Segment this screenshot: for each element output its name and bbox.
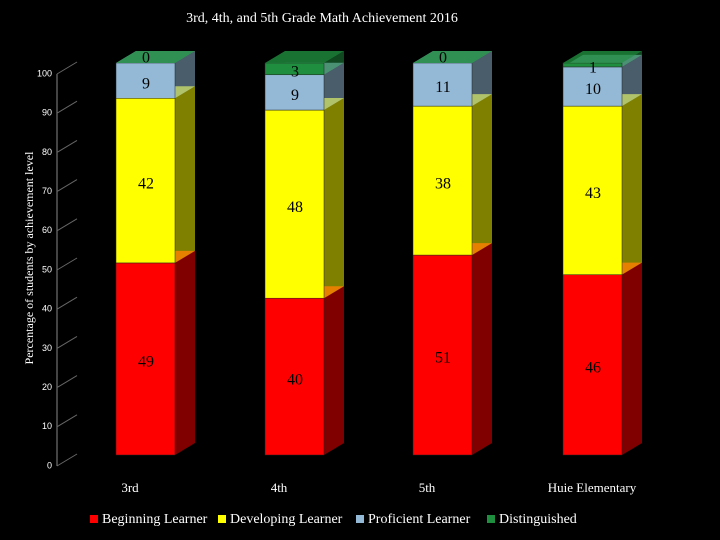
x-tick-label: 4th: [271, 480, 288, 495]
data-label: 40: [287, 371, 303, 388]
bar-top: [413, 51, 492, 63]
chart-title: 3rd, 4th, and 5th Grade Math Achievement…: [186, 11, 458, 26]
bar: [115, 262, 176, 456]
legend-label: Beginning Learner: [102, 512, 208, 527]
bar: [264, 109, 325, 299]
data-label: 46: [585, 360, 601, 377]
tick-mark: [56, 375, 78, 389]
bar-side: [472, 243, 492, 455]
bar-side: [324, 98, 344, 299]
y-tick-label: 60: [42, 225, 52, 235]
y-tick-label: 50: [42, 264, 52, 274]
legend-label: Distinguished: [499, 512, 577, 527]
tick-mark: [56, 453, 78, 467]
bar: [562, 274, 623, 456]
legend-label: Proficient Learner: [368, 512, 471, 527]
bar-side: [324, 286, 344, 455]
data-label: 48: [287, 199, 303, 216]
x-tick-label: 5th: [419, 480, 436, 495]
y-tick-label: 10: [42, 421, 52, 431]
bar: [562, 105, 623, 275]
bar: [264, 297, 325, 456]
x-tick-label: Huie Elementary: [548, 480, 637, 495]
tick-mark: [56, 218, 78, 232]
tick-mark: [56, 139, 78, 153]
bar-side: [175, 86, 195, 263]
tick-mark: [56, 296, 78, 310]
data-label: 11: [435, 79, 450, 96]
bar: [412, 254, 473, 456]
data-label: 42: [138, 175, 154, 192]
bar-top: [116, 51, 195, 63]
y-tick-label: 80: [42, 147, 52, 157]
bar-side: [472, 94, 492, 256]
tick-mark: [56, 414, 78, 428]
data-label: 10: [585, 81, 601, 98]
bar-side: [324, 51, 344, 75]
x-tick-label: 3rd: [121, 480, 139, 495]
tick-mark: [56, 179, 78, 193]
data-label: 9: [142, 75, 150, 92]
bar-side: [622, 54, 642, 107]
y-axis-label: Percentage of students by achievement le…: [22, 151, 36, 365]
bar-side: [472, 51, 492, 107]
y-tick-label: 90: [42, 108, 52, 118]
bar-side: [622, 51, 642, 67]
y-tick-label: 30: [42, 343, 52, 353]
bar: [562, 66, 623, 107]
data-label: 51: [435, 350, 451, 367]
y-tick-label: 100: [37, 68, 52, 78]
tick-mark: [56, 335, 78, 349]
bar: [412, 62, 473, 107]
bar-side: [324, 62, 344, 111]
tick-mark: [56, 100, 78, 114]
legend-swatch: [356, 515, 364, 523]
tick-mark: [56, 61, 78, 75]
bar-side: [175, 51, 195, 99]
legend-swatch: [218, 515, 226, 523]
tick-mark: [56, 257, 78, 271]
bar: [115, 98, 176, 264]
legend-swatch: [487, 515, 495, 523]
y-tick-label: 40: [42, 304, 52, 314]
data-label: 38: [435, 175, 451, 192]
bar-side: [622, 262, 642, 455]
y-tick-label: 0: [47, 460, 52, 470]
legend-label: Developing Learner: [230, 512, 343, 527]
bar-top: [265, 51, 344, 63]
data-label: 9: [291, 87, 299, 104]
data-label: 1: [589, 60, 597, 77]
legend-swatch: [90, 515, 98, 523]
data-label: 0: [142, 50, 150, 67]
y-tick-label: 70: [42, 186, 52, 196]
data-label: 49: [138, 354, 154, 371]
bar-side: [175, 250, 195, 455]
bar: [115, 62, 176, 99]
bar: [264, 74, 325, 111]
bar-side: [622, 94, 642, 275]
data-label: 43: [585, 185, 601, 202]
y-tick-label: 20: [42, 382, 52, 392]
bar-top: [563, 51, 642, 63]
data-label: 0: [439, 50, 447, 67]
data-label: 3: [291, 64, 299, 81]
